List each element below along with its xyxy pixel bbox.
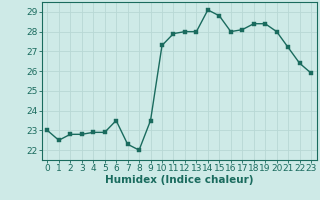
X-axis label: Humidex (Indice chaleur): Humidex (Indice chaleur) [105, 175, 253, 185]
